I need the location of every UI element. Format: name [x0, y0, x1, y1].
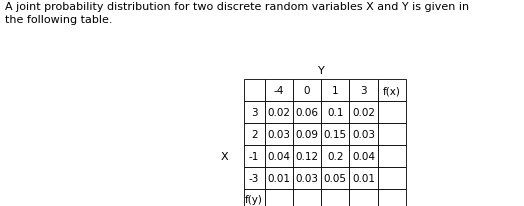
Text: A joint probability distribution for two discrete random variables X and Y is gi: A joint probability distribution for two…: [5, 2, 470, 25]
Text: X: X: [221, 151, 228, 161]
Text: Y: Y: [318, 66, 324, 76]
